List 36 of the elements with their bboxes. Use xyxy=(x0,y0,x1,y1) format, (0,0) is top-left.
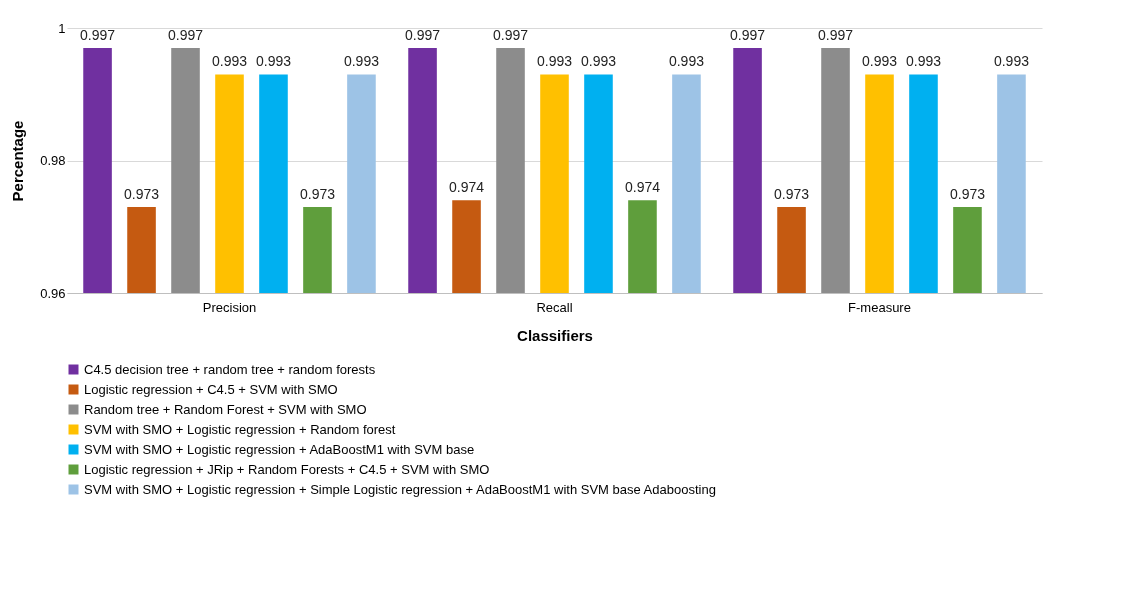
y-tick-label: 1 xyxy=(58,20,66,36)
data-label: 0.993 xyxy=(668,53,705,70)
data-label: 0.997 xyxy=(167,26,204,43)
data-label: 0.997 xyxy=(80,26,116,43)
data-label: 0.973 xyxy=(774,185,810,202)
legend-label: SVM with SMO + Logistic regression + Simple Logistic regression + AdaBoostM1 with SVM base Adaboosting xyxy=(84,481,716,497)
y-axis-title: Percentage xyxy=(9,120,27,202)
data-label: 0.973 xyxy=(949,185,986,202)
legend-label: C4.5 decision tree + random tree + random forests xyxy=(84,361,376,377)
data-label: 0.997 xyxy=(492,26,529,43)
data-label: 0.993 xyxy=(343,53,380,70)
legend-label: Logistic regression + JRip + Random Forests + C4.5 + SVM with SMO xyxy=(84,461,490,477)
data-label: 0.974 xyxy=(624,179,661,196)
legend-label: SVM with SMO + Logistic regression + AdaBoostM1 with SVM base xyxy=(84,441,475,457)
data-label: 0.993 xyxy=(211,53,248,70)
legend-label: SVM with SMO + Logistic regression + Random forest xyxy=(84,421,396,437)
data-label: 0.997 xyxy=(730,26,766,43)
data-label: 0.973 xyxy=(299,185,336,202)
data-label: 0.993 xyxy=(993,53,1030,70)
data-label: 0.973 xyxy=(124,185,160,202)
data-label: 0.993 xyxy=(580,53,617,70)
legend-label: Random tree + Random Forest + SVM with SMO xyxy=(84,401,367,417)
y-tick-label: 0.96 xyxy=(40,285,66,301)
data-label: 0.997 xyxy=(817,26,854,43)
data-label: 0.993 xyxy=(255,53,292,70)
x-tick-label: Precision xyxy=(202,299,257,315)
x-tick-label: F-measure xyxy=(848,299,911,315)
data-label: 0.974 xyxy=(449,179,485,196)
data-label: 0.997 xyxy=(405,26,441,43)
data-label: 0.993 xyxy=(536,53,573,70)
data-label: 0.993 xyxy=(861,53,898,70)
x-axis-title: Classifiers xyxy=(517,326,593,344)
legend-label: Logistic regression + C4.5 + SVM with SMO xyxy=(84,381,338,397)
x-tick-label: Recall xyxy=(536,299,573,315)
y-tick-label: 0.98 xyxy=(40,153,66,168)
data-label: 0.993 xyxy=(905,53,942,70)
